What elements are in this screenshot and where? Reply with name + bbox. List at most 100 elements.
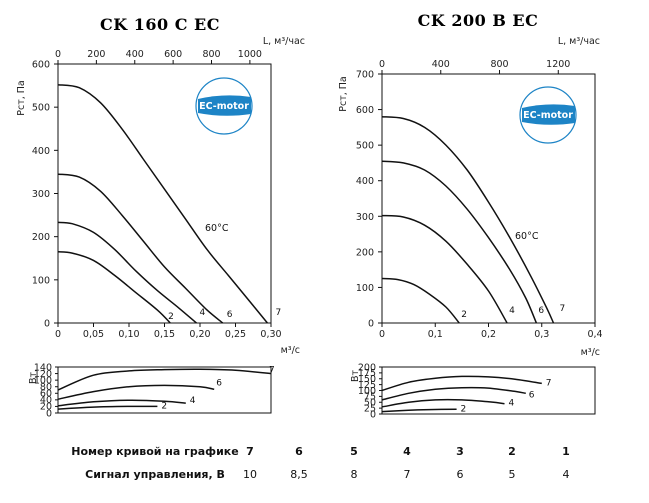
power-y-tick-label: 0 <box>46 408 52 419</box>
top-tick-label: 0 <box>55 49 61 60</box>
x-tick-label: 0,2 <box>481 329 496 340</box>
power-y-tick-label: 175 <box>358 368 376 379</box>
chart-left-x-axis-label: м³/с <box>281 345 300 356</box>
power-y-tick-label: 0 <box>370 409 376 420</box>
chart-right-y-axis-label: Рст, Па <box>338 76 349 112</box>
power-curve-label: 6 <box>529 390 535 400</box>
pressure-curve-label: 6 <box>538 306 544 316</box>
power-curve-label: 6 <box>216 378 222 388</box>
chart-left-power-curves: 7 6 4 2 <box>57 366 275 411</box>
table-cell: 2 <box>508 445 516 458</box>
pressure-curve-2 <box>57 251 171 324</box>
power-y-tick-label: 120 <box>34 369 52 380</box>
power-curve-label: 7 <box>546 378 552 388</box>
pressure-curve-label: 2 <box>168 312 174 322</box>
power-y-tick-label: 75 <box>364 392 376 403</box>
y-tick-label: 300 <box>356 212 374 223</box>
chart-left-plot-frame <box>57 63 272 324</box>
power-y-tick-label: 150 <box>358 374 376 385</box>
top-tick-label: 800 <box>202 49 220 60</box>
chart-left-temperature-annotation: 60°C <box>205 223 229 234</box>
x-tick-label: 0,05 <box>83 329 104 340</box>
y-tick-label: 400 <box>32 146 50 157</box>
y-tick-label: 300 <box>32 189 50 200</box>
y-tick-label: 0 <box>44 319 50 330</box>
y-tick-label: 200 <box>32 232 50 243</box>
x-tick-label: 0,3 <box>534 329 549 340</box>
chart-right-top-ticks: 0 400 800 1200 <box>379 59 570 74</box>
power-y-tick-label: 100 <box>34 375 52 386</box>
y-tick-label: 500 <box>32 103 50 114</box>
power-y-tick-label: 50 <box>364 398 376 409</box>
chart-right-y-ticks: 0 100 200 300 400 500 600 700 <box>356 70 382 330</box>
top-tick-label: 400 <box>126 49 144 60</box>
chart-left-title: CK 160 C EC <box>100 15 220 34</box>
chart-right-power-y-label: Вт <box>350 370 361 383</box>
power-curve-2 <box>381 408 457 413</box>
top-tick-label: 400 <box>432 59 450 70</box>
x-tick-label: 0,1 <box>428 329 443 340</box>
pressure-curve-4 <box>57 221 197 324</box>
power-curve-2 <box>57 405 158 410</box>
y-tick-label: 100 <box>356 283 374 294</box>
table-row1-label: Номер кривой на графике <box>71 445 238 458</box>
chart-right-plot-frame <box>381 73 596 324</box>
chart-left-top-ticks: 0 200 400 600 800 1000 <box>55 49 262 64</box>
power-curve-label: 2 <box>461 404 467 414</box>
pressure-curve-label: 2 <box>461 310 467 320</box>
power-y-tick-label: 140 <box>34 362 52 373</box>
power-y-tick-label: 125 <box>358 380 376 391</box>
chart-right-power-curves: 7 6 4 2 <box>381 375 552 414</box>
y-tick-label: 700 <box>356 70 374 81</box>
top-tick-label: 800 <box>490 59 508 70</box>
chart-right-x-axis-label: м³/с <box>581 347 600 358</box>
chart-left-logo-text: EC-motor <box>199 101 249 112</box>
top-tick-label: 0 <box>379 59 385 70</box>
table-row2-label: Сигнал управления, В <box>85 468 225 481</box>
table-cell: 5 <box>509 468 516 481</box>
x-tick-label: 0 <box>379 329 385 340</box>
x-tick-label: 0,30 <box>260 329 281 340</box>
power-y-tick-label: 60 <box>40 389 52 400</box>
chart-left-y-ticks: 0 100 200 300 400 500 600 <box>32 60 58 330</box>
power-curve-4 <box>57 399 186 407</box>
table-cell: 8,5 <box>290 468 308 481</box>
chart-right-power-frame <box>381 366 596 415</box>
power-y-tick-label: 80 <box>40 382 52 393</box>
chart-left-ec-motor-logo: EC-motor <box>195 77 253 135</box>
table-cell: 7 <box>404 468 411 481</box>
chart-left-top-axis-label: L, м³/час <box>263 36 305 47</box>
x-tick-label: 0,15 <box>154 329 175 340</box>
x-tick-label: 0 <box>55 329 61 340</box>
x-tick-label: 0,20 <box>189 329 210 340</box>
chart-right-top-axis-label: L, м³/час <box>558 36 600 47</box>
x-tick-label: 0,10 <box>118 329 139 340</box>
chart-right-x-ticks: 0 0,1 0,2 0,3 0,4 <box>379 323 603 340</box>
chart-right-temperature-annotation: 60°C <box>515 231 539 242</box>
table-cell: 6 <box>295 445 303 458</box>
power-y-tick-label: 25 <box>364 403 376 414</box>
pressure-curve-label: 6 <box>227 310 233 320</box>
chart-right: CK 200 B EC L, м³/час Рст, Па м³/с 0 400 8… <box>338 11 603 420</box>
chart-left: CK 160 C EC L, м³/час Рст, Па м³/с 0 200 4… <box>16 15 305 419</box>
pressure-curve-4 <box>381 214 508 324</box>
pressure-curve-label: 7 <box>275 308 281 318</box>
y-tick-label: 200 <box>356 247 374 258</box>
top-tick-label: 1200 <box>546 59 570 70</box>
power-curve-7 <box>57 368 272 391</box>
y-tick-label: 100 <box>32 275 50 286</box>
pressure-curve-label: 7 <box>559 304 565 314</box>
table-cell: 4 <box>563 468 570 481</box>
power-curve-6 <box>381 386 526 401</box>
y-tick-label: 0 <box>368 319 374 330</box>
control-signal-table: Номер кривой на графике 7 6 5 4 3 2 1 Сигнал у… <box>71 445 570 481</box>
chart-right-logo-text: EC-motor <box>523 110 573 121</box>
table-cell: 4 <box>403 445 411 458</box>
y-tick-label: 600 <box>32 60 50 71</box>
power-curve-label: 4 <box>508 399 514 409</box>
table-cell: 8 <box>351 468 358 481</box>
chart-right-ec-motor-logo: EC-motor <box>519 86 577 144</box>
